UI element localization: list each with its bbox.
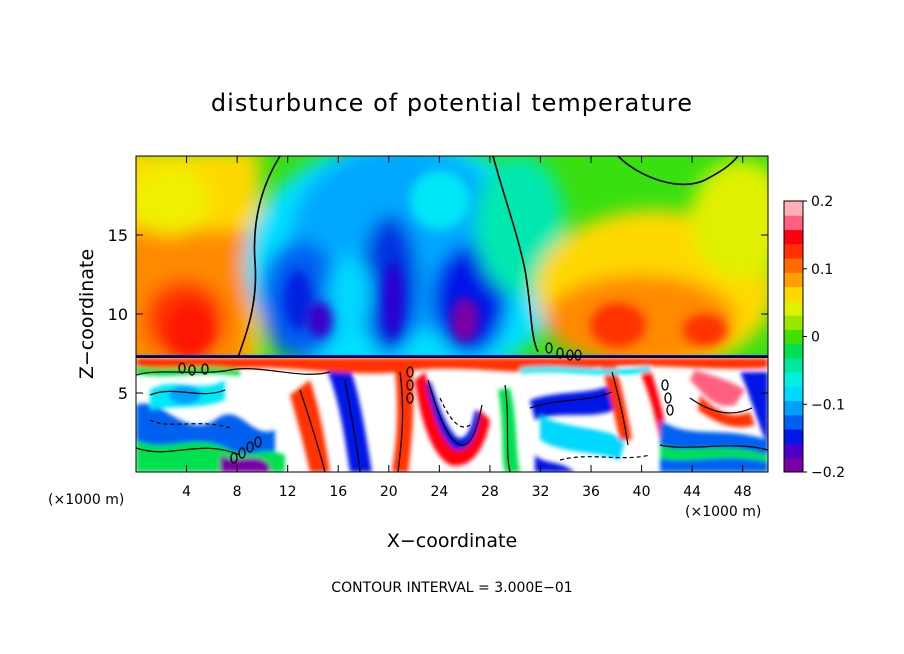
x-unit-left: (×1000 m) — [48, 492, 124, 508]
colorbar-swatch — [784, 457, 803, 473]
colorbar-swatch — [784, 343, 803, 359]
x-tick-label: 32 — [532, 484, 550, 500]
colorbar-swatch — [784, 300, 803, 316]
y-axis-label: Z−coordinate — [76, 249, 98, 379]
colorbar-swatch — [784, 386, 803, 402]
x-tick-label: 40 — [633, 484, 651, 500]
colorbar-tick-label: 0 — [811, 330, 820, 346]
x-tick-label: 36 — [582, 484, 600, 500]
colorbar-tick-label: −0.2 — [811, 465, 845, 481]
x-tick-label: 44 — [683, 484, 701, 500]
chart-title: disturbunce of potential temperature — [211, 89, 693, 117]
colorbar-tick-label: 0.2 — [811, 194, 833, 210]
x-tick-label: 8 — [233, 484, 242, 500]
colorbar-swatch — [784, 357, 803, 373]
x-unit-right: (×1000 m) — [685, 504, 761, 520]
colorbar-swatch — [784, 329, 803, 345]
colorbar-tick-label: 0.1 — [811, 262, 833, 278]
colorbar-swatch — [784, 414, 803, 430]
colorbar-swatch — [784, 215, 803, 231]
x-tick-label: 28 — [481, 484, 499, 500]
colorbar: 0.2 0.1 0 −0.1 −0.2 — [783, 194, 845, 481]
x-tick-label: 24 — [430, 484, 448, 500]
colorbar-swatch — [784, 229, 803, 245]
colorbar-swatch — [784, 443, 803, 459]
y-tick-label: 15 — [108, 226, 128, 245]
colorbar-swatch — [784, 286, 803, 302]
x-tick-label: 4 — [182, 484, 191, 500]
lower-layer-field — [136, 355, 768, 472]
x-tick-label: 20 — [380, 484, 398, 500]
contours — [136, 156, 768, 472]
colorbar-swatch — [784, 315, 803, 330]
colorbar-swatch — [784, 400, 803, 416]
colorbar-swatch — [784, 243, 803, 259]
colorbar-swatch — [784, 201, 803, 216]
colorbar-swatch — [784, 372, 803, 387]
zero-contour-left — [237, 156, 281, 358]
contour-interval-footer: CONTOUR INTERVAL = 3.000E−01 — [331, 580, 572, 596]
x-tick-label: 12 — [279, 484, 297, 500]
x-axis-label: X−coordinate — [387, 530, 517, 552]
y-axis: 5 10 15 — [108, 226, 768, 403]
zero-contour-right — [492, 156, 539, 353]
zero-contour-top — [617, 156, 739, 186]
upper-layer-field — [136, 156, 768, 390]
colorbar-swatch — [784, 429, 803, 444]
colorbar-swatch — [784, 258, 803, 273]
x-tick-label: 48 — [734, 484, 752, 500]
y-tick-label: 10 — [108, 305, 128, 324]
plot-area — [136, 156, 768, 472]
x-axis: 4 8 12 16 20 24 28 32 36 40 44 48 — [182, 156, 752, 500]
x-tick-label: 16 — [329, 484, 347, 500]
colorbar-swatch — [784, 272, 803, 288]
y-tick-label: 5 — [118, 384, 128, 403]
colorbar-tick-label: −0.1 — [811, 397, 845, 413]
